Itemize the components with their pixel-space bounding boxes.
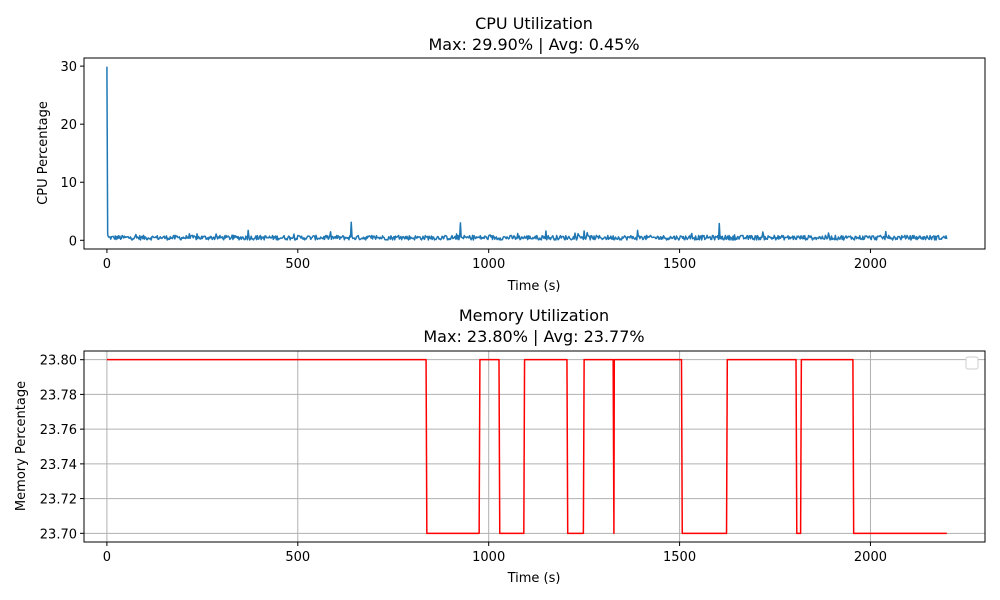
x-tick-label: 500 [285, 257, 310, 272]
memory-series [106, 358, 947, 535]
y-tick-label: 20 [60, 118, 77, 133]
x-tick-label: 2000 [854, 550, 887, 565]
y-tick-label: 23.76 [40, 423, 77, 438]
memory-chart-subtitle: Max: 23.80% | Avg: 23.77% [423, 327, 644, 346]
cpu-series [106, 66, 948, 241]
memory-x-axis-label: Time (s) [507, 571, 561, 586]
x-tick-label: 500 [285, 550, 310, 565]
y-tick-label: 23.70 [40, 527, 77, 542]
cpu-y-axis: 0 10 20 30 [60, 60, 84, 249]
x-tick-label: 0 [103, 257, 111, 272]
x-tick-label: 1000 [472, 257, 505, 272]
y-tick-label: 23.72 [40, 493, 77, 508]
memory-chart-title: Memory Utilization [459, 306, 609, 325]
x-tick-label: 1000 [472, 550, 505, 565]
y-tick-label: 0 [69, 234, 77, 249]
cpu-y-axis-label: CPU Percentage [36, 101, 51, 205]
y-tick-label: 30 [60, 60, 77, 75]
x-tick-label: 0 [103, 550, 111, 565]
x-tick-label: 1500 [663, 257, 696, 272]
mem-series-line [106, 358, 947, 535]
memory-x-axis: 0 500 1000 1500 2000 [103, 542, 887, 565]
cpu-series-line [106, 66, 948, 241]
memory-y-axis-label: Memory Percentage [14, 381, 29, 511]
y-tick-label: 23.78 [40, 388, 77, 403]
memory-plot-frame [83, 350, 986, 543]
cpu-x-axis: 0 500 1000 1500 2000 [103, 249, 887, 272]
memory-chart: Memory Utilization Max: 23.80% | Avg: 23… [14, 306, 986, 586]
cpu-chart: CPU Utilization Max: 29.90% | Avg: 0.45%… [36, 14, 986, 294]
x-tick-label: 1500 [663, 550, 696, 565]
memory-grid [84, 351, 985, 542]
y-tick-label: 10 [60, 176, 77, 191]
y-tick-label: 23.74 [40, 458, 77, 473]
cpu-chart-title: CPU Utilization [475, 14, 593, 33]
memory-legend-box [965, 356, 979, 370]
cpu-plot-frame [83, 57, 986, 250]
memory-y-axis: 23.70 23.72 23.74 23.76 23.78 23.80 [40, 354, 84, 542]
cpu-chart-subtitle: Max: 29.90% | Avg: 0.45% [428, 35, 639, 54]
x-tick-label: 2000 [854, 257, 887, 272]
y-tick-label: 23.80 [40, 354, 77, 369]
cpu-x-axis-label: Time (s) [507, 279, 561, 294]
